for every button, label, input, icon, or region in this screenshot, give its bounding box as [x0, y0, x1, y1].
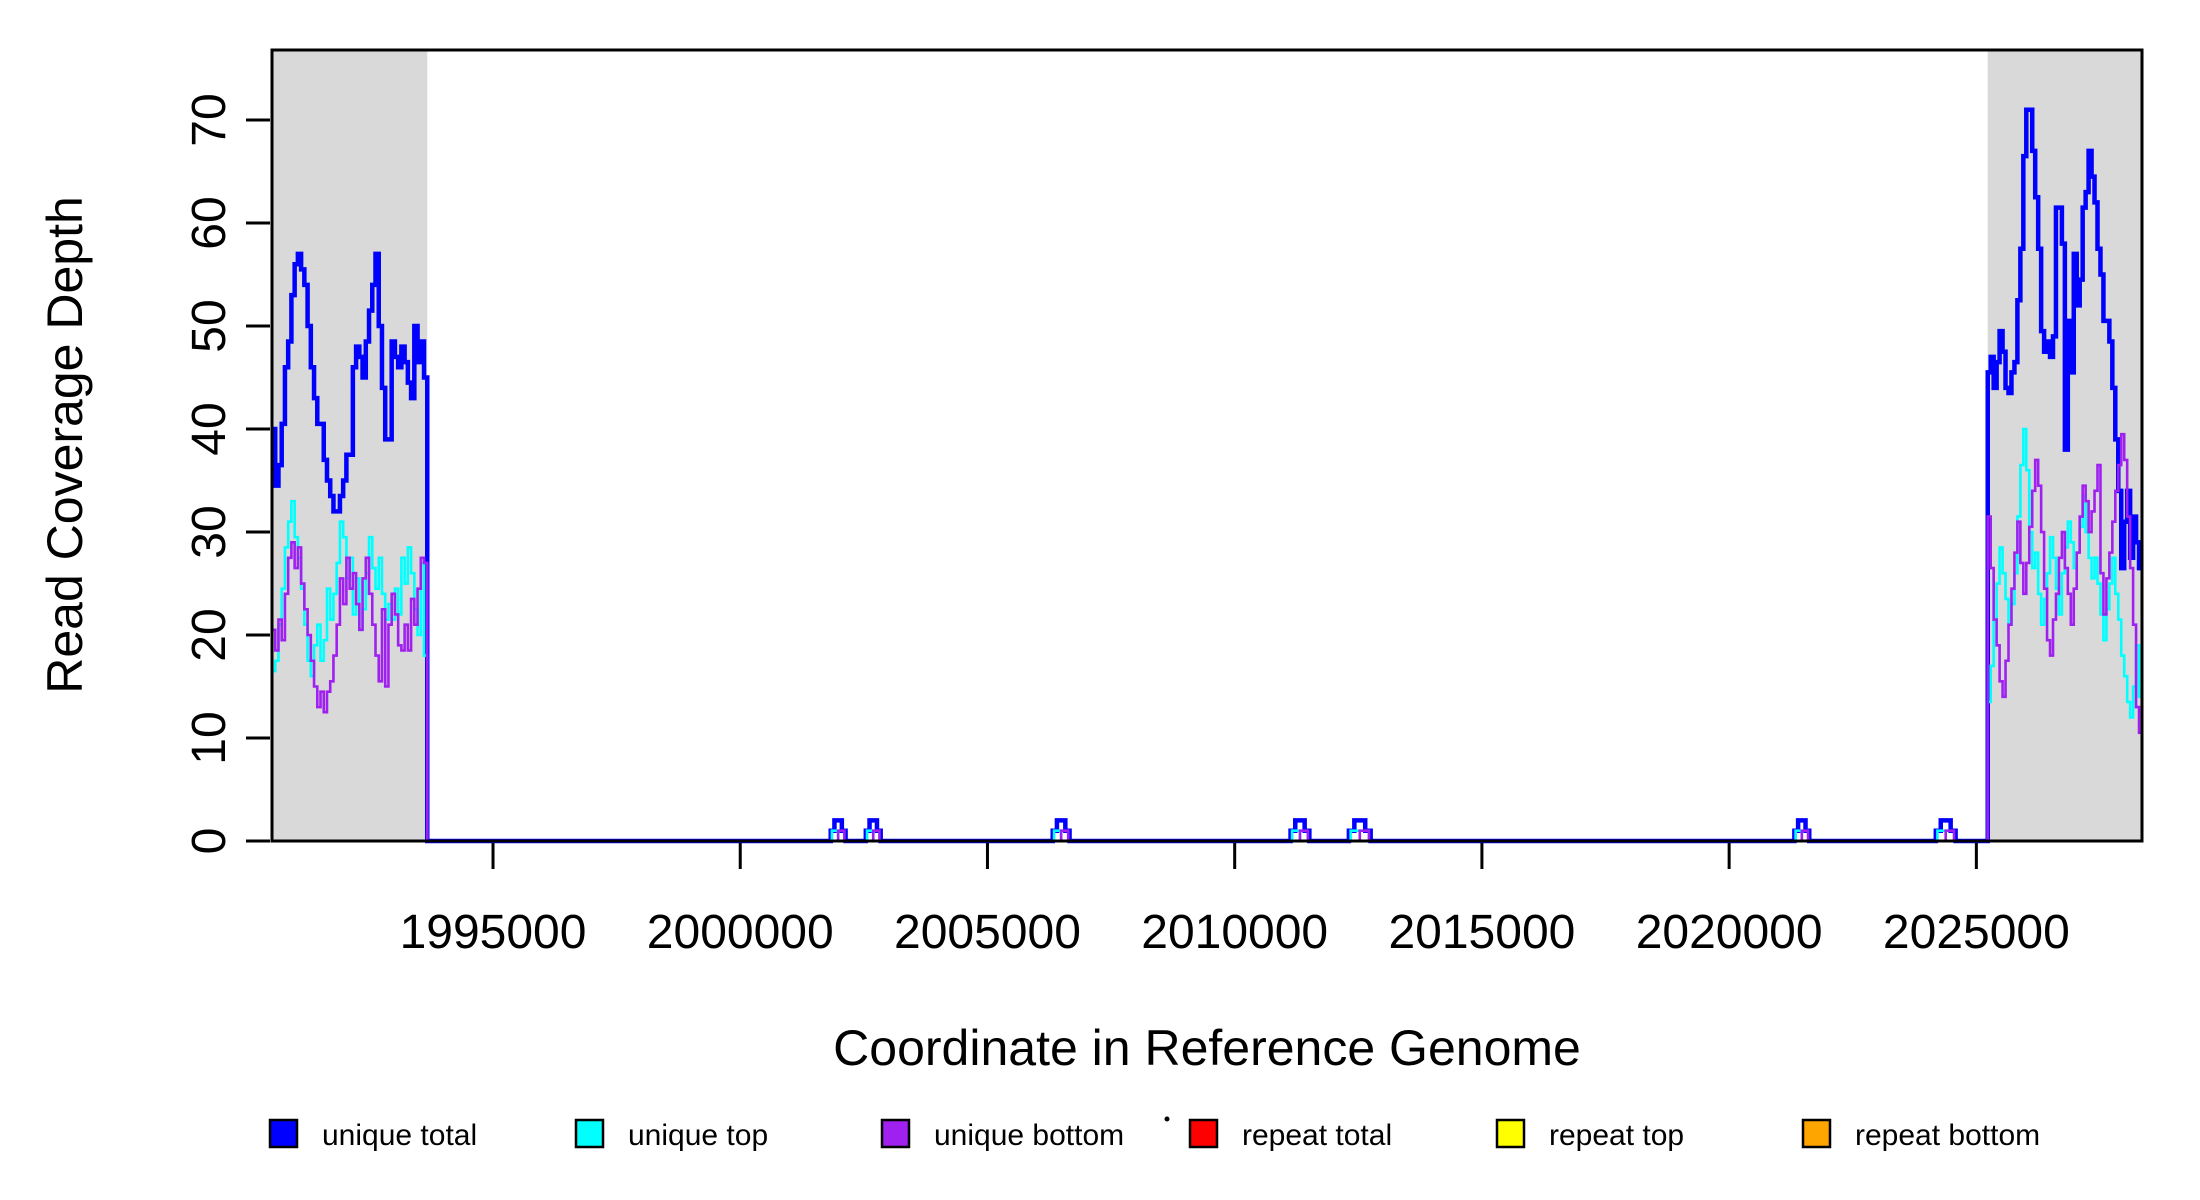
plot-border-box [270, 48, 2144, 843]
x-axis-title: Coordinate in Reference Genome [833, 1020, 1581, 1076]
legend-label: unique total [322, 1119, 477, 1152]
x-tick-label: 2025000 [1883, 906, 2070, 959]
legend-item-unique-bottom: unique bottom [880, 1118, 1124, 1152]
x-tick-label: 2005000 [894, 906, 1081, 959]
legend-swatch [1495, 1118, 1526, 1149]
legend-swatch [1188, 1118, 1219, 1149]
series-unique-bottom [272, 432, 2142, 843]
legend-item-repeat-bottom: repeat bottom [1801, 1118, 2040, 1152]
legend-swatch [574, 1118, 605, 1149]
legend-label: repeat bottom [1855, 1119, 2040, 1152]
y-tick-label: 0 [183, 828, 236, 855]
legend-label: repeat top [1549, 1119, 1684, 1152]
y-axis: 0 10 20 30 40 50 60 70 [183, 93, 270, 854]
legend: unique total unique top unique bottom repea… [268, 1118, 2040, 1152]
y-tick-label: 40 [183, 402, 236, 455]
y-axis-title: Read Coverage Depth [37, 196, 93, 694]
shaded-region-left [272, 50, 428, 841]
stray-dot-artifact [1164, 1116, 1170, 1122]
legend-label: unique bottom [934, 1119, 1124, 1152]
legend-swatch [268, 1118, 299, 1149]
x-axis: 1995000 2000000 2005000 2010000 2015000 20200… [400, 843, 2070, 959]
legend-label: unique top [628, 1119, 768, 1152]
y-tick-label: 60 [183, 196, 236, 249]
legend-swatch [880, 1118, 911, 1149]
x-tick-label: 2015000 [1388, 906, 1575, 959]
x-tick-label: 2000000 [647, 906, 834, 959]
x-tick-label: 2020000 [1636, 906, 1823, 959]
y-tick-label: 70 [183, 93, 236, 146]
y-tick-label: 50 [183, 299, 236, 352]
x-tick-label: 1995000 [400, 906, 587, 959]
legend-swatch [1801, 1118, 1832, 1149]
legend-item-repeat-total: repeat total [1188, 1118, 1392, 1152]
legend-item-unique-total: unique total [268, 1118, 477, 1152]
legend-item-unique-top: unique top [574, 1118, 768, 1152]
x-tick-label: 2010000 [1141, 906, 1328, 959]
legend-label: repeat total [1242, 1119, 1392, 1152]
legend-item-repeat-top: repeat top [1495, 1118, 1684, 1152]
y-tick-label: 20 [183, 608, 236, 661]
y-tick-label: 10 [183, 711, 236, 764]
y-tick-label: 30 [183, 505, 236, 558]
